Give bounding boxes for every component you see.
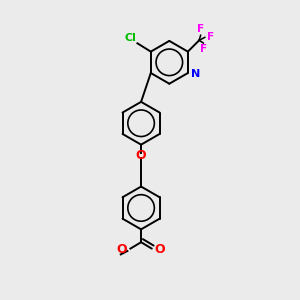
- Text: F: F: [207, 32, 214, 42]
- Text: N: N: [191, 69, 201, 79]
- Text: F: F: [200, 44, 207, 55]
- Text: O: O: [117, 243, 128, 256]
- Text: Cl: Cl: [124, 33, 136, 43]
- Text: O: O: [155, 243, 165, 256]
- Text: O: O: [136, 149, 146, 162]
- Text: F: F: [197, 24, 204, 34]
